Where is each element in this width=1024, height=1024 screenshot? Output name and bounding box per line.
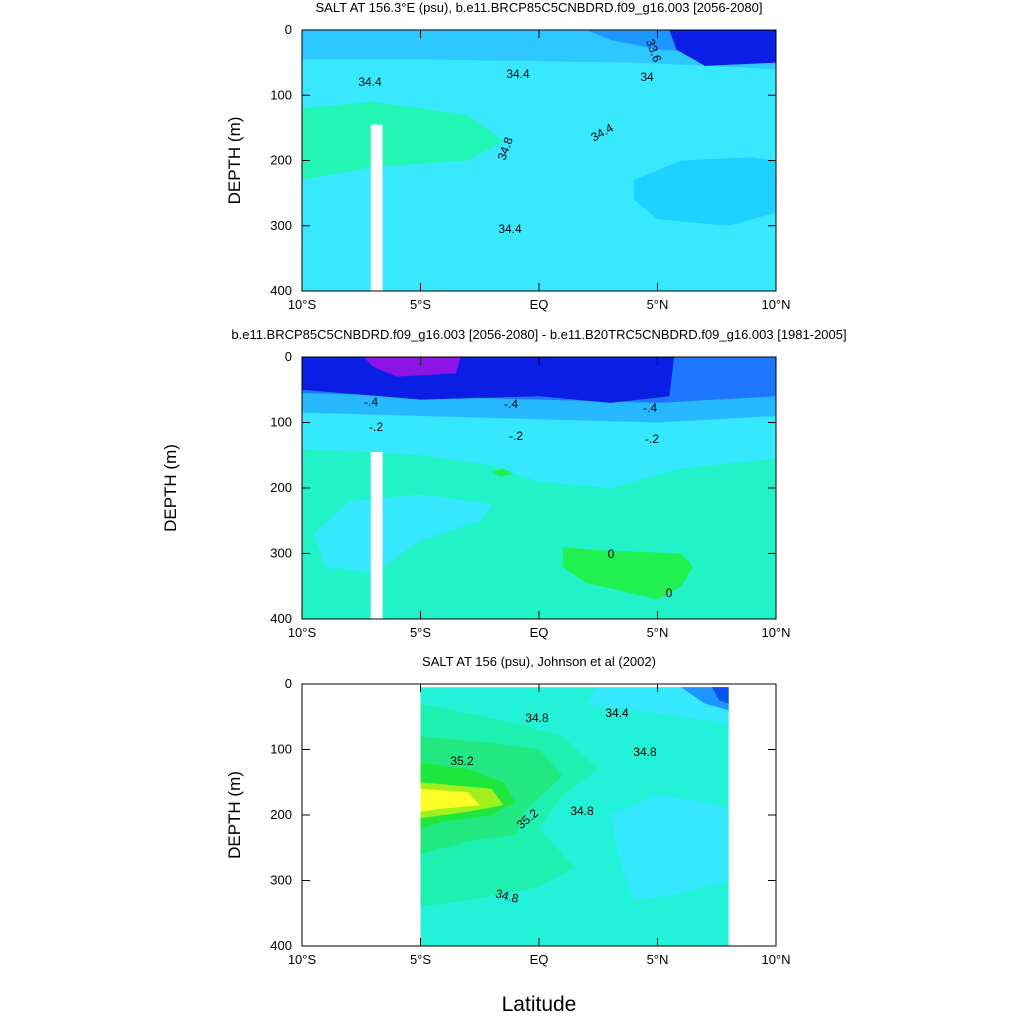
contour-label: 34.8 bbox=[570, 804, 594, 818]
contour-label: 34.8 bbox=[633, 745, 657, 759]
y-axis-label: DEPTH (m) bbox=[161, 444, 180, 532]
x-tick-label: 10°N bbox=[761, 625, 790, 640]
y-tick-label: 200 bbox=[270, 807, 292, 822]
contour-label: 34.8 bbox=[494, 886, 520, 906]
contour-label: 34 bbox=[640, 70, 654, 84]
contour-label: 34.4 bbox=[498, 222, 522, 236]
y-tick-label: 300 bbox=[270, 218, 292, 233]
contour-region bbox=[370, 451, 383, 619]
contour-region bbox=[491, 468, 513, 477]
panel-title: SALT AT 156.3°E (psu), b.e11.BRCP85C5CNB… bbox=[316, 0, 763, 15]
contour-label: 0 bbox=[666, 586, 673, 600]
contour-label: -.2 bbox=[509, 429, 523, 443]
y-tick-label: 200 bbox=[270, 480, 292, 495]
contour-label: 34.4 bbox=[358, 75, 382, 89]
y-tick-label: 0 bbox=[285, 676, 292, 691]
y-tick-label: 0 bbox=[285, 349, 292, 364]
y-tick-label: 400 bbox=[270, 611, 292, 626]
contour-region bbox=[669, 30, 776, 66]
contour-label: 0 bbox=[608, 547, 615, 561]
contour-region bbox=[302, 30, 776, 291]
contour-region bbox=[313, 494, 492, 574]
contour-label: 34.4 bbox=[506, 67, 530, 81]
panel-title: b.e11.BRCP85C5CNBDRD.f09_g16.003 [2056-2… bbox=[231, 327, 846, 342]
y-tick-label: 0 bbox=[285, 22, 292, 37]
contour-region bbox=[302, 101, 504, 181]
contour-label: 35.2 bbox=[450, 754, 474, 768]
contour-region bbox=[712, 687, 729, 704]
y-tick-label: 400 bbox=[270, 283, 292, 298]
x-tick-label: 5°S bbox=[410, 952, 431, 967]
contour-label: -.4 bbox=[364, 395, 378, 409]
y-tick-label: 100 bbox=[270, 87, 292, 102]
contour-label: 34.8 bbox=[525, 711, 549, 725]
contour-region bbox=[586, 687, 729, 724]
y-tick-label: 300 bbox=[270, 873, 292, 888]
contour-region bbox=[370, 124, 383, 291]
y-axis-label: DEPTH (m) bbox=[225, 771, 244, 859]
y-tick-label: 100 bbox=[270, 415, 292, 430]
panel: SALT AT 156 (psu), Johnson et al (2002) D… bbox=[225, 654, 791, 1016]
y-axis-label: DEPTH (m) bbox=[225, 117, 244, 205]
x-tick-label: 5°S bbox=[410, 625, 431, 640]
contour-label: -.2 bbox=[645, 432, 659, 446]
x-tick-label: 5°N bbox=[647, 625, 669, 640]
contour-label: -.4 bbox=[504, 397, 518, 411]
contour-region bbox=[562, 546, 694, 600]
x-tick-label: 5°N bbox=[647, 952, 669, 967]
contour-label: -.4 bbox=[643, 401, 657, 415]
y-tick-label: 100 bbox=[270, 742, 292, 757]
contour-label: -.2 bbox=[369, 420, 383, 434]
y-tick-label: 400 bbox=[270, 938, 292, 953]
contour-label: 34.4 bbox=[605, 706, 629, 720]
panel: SALT AT 156.3°E (psu), b.e11.BRCP85C5CNB… bbox=[225, 0, 791, 312]
x-tick-label: EQ bbox=[530, 625, 549, 640]
x-axis-label: Latitude bbox=[502, 993, 577, 1016]
x-tick-label: 10°S bbox=[288, 952, 317, 967]
x-tick-label: 10°N bbox=[761, 297, 790, 312]
contour-region bbox=[420, 788, 480, 812]
x-tick-label: 5°N bbox=[647, 297, 669, 312]
x-tick-label: 5°S bbox=[410, 297, 431, 312]
x-tick-label: EQ bbox=[530, 952, 549, 967]
contour-region bbox=[363, 357, 461, 377]
x-tick-label: 10°N bbox=[761, 952, 790, 967]
y-tick-label: 300 bbox=[270, 546, 292, 561]
panel: b.e11.BRCP85C5CNBDRD.f09_g16.003 [2056-2… bbox=[161, 327, 847, 640]
x-tick-label: 10°S bbox=[288, 625, 317, 640]
x-tick-label: EQ bbox=[530, 297, 549, 312]
panel-title: SALT AT 156 (psu), Johnson et al (2002) bbox=[422, 654, 656, 669]
contour-region bbox=[633, 157, 776, 226]
x-tick-label: 10°S bbox=[288, 297, 317, 312]
y-tick-label: 200 bbox=[270, 153, 292, 168]
contour-region bbox=[610, 795, 729, 901]
